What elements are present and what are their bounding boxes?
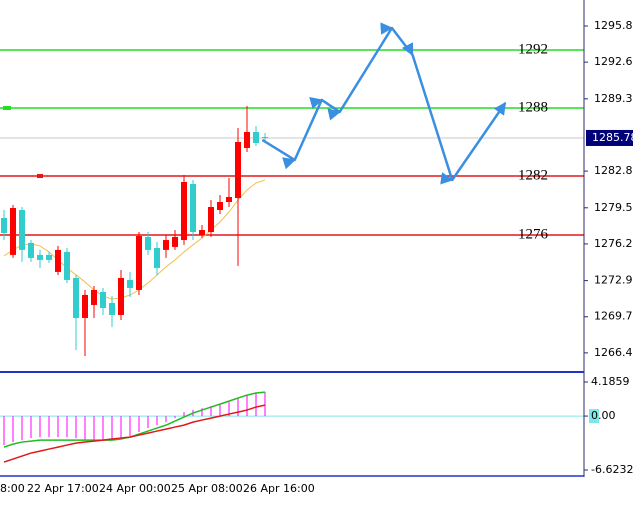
- candle-body: [262, 136, 268, 138]
- x-tick-label: 25 Apr 08:00: [171, 482, 243, 495]
- candle-body: [253, 131, 259, 143]
- candle-body: [37, 254, 43, 260]
- candle-body: [1, 218, 7, 234]
- candle-body: [199, 230, 205, 236]
- y-tick-label: 1269.70: [594, 310, 633, 323]
- level-handle: [37, 174, 43, 178]
- candle-body: [82, 294, 88, 318]
- forecast-path: [261, 22, 507, 185]
- candle-body: [154, 247, 160, 268]
- level-annotation: 1276: [518, 226, 549, 242]
- candle-body: [100, 291, 106, 308]
- y-tick-label: 1266.45: [594, 346, 633, 359]
- candle-body: [190, 183, 196, 233]
- candle-body: [235, 141, 241, 199]
- candle-body: [73, 277, 79, 318]
- candle-body: [181, 181, 187, 241]
- candle-body: [145, 237, 151, 250]
- y-tick-label: 1292.60: [594, 55, 633, 68]
- zero-label-bg: [589, 409, 599, 424]
- level-annotation: 1282: [518, 167, 548, 183]
- level-annotation: 1288: [518, 99, 548, 115]
- y-tick-label: 1282.80: [594, 164, 633, 177]
- y-tick-label: 1276.25: [594, 237, 633, 250]
- last-price-label: 1285.78: [592, 131, 633, 144]
- candle-body: [55, 249, 61, 272]
- plot: 1292 1288 1282 1276: [0, 22, 584, 463]
- candle-body: [64, 251, 70, 280]
- y2-tick-label: 0.00: [591, 409, 616, 422]
- candle-body: [163, 240, 169, 250]
- candle-body: [226, 197, 232, 203]
- level-handle: [3, 106, 11, 110]
- y-tick-label: 1289.30: [594, 92, 633, 105]
- candle-body: [127, 279, 133, 288]
- candle-body: [244, 131, 250, 148]
- y2-tick-label: -6.62322: [591, 463, 633, 476]
- candle-body: [109, 302, 115, 315]
- y2-tick-label: 4.1859: [591, 375, 630, 388]
- candle-body: [91, 289, 97, 305]
- x-tick-label: 24 Apr 00:00: [99, 482, 171, 495]
- candle-body: [10, 208, 16, 255]
- moving-average: [3, 179, 266, 300]
- y-tick-label: 1295.85: [594, 19, 633, 32]
- candle-body: [217, 202, 223, 211]
- x-tick-label: 26 Apr 16:00: [243, 482, 315, 495]
- x-tick-label: 8:00: [0, 482, 25, 495]
- level-annotation: 1292: [518, 41, 548, 57]
- candle-body: [208, 207, 214, 233]
- y-tick-label: 1279.50: [594, 201, 633, 214]
- y-tick-label: 1272.95: [594, 274, 633, 287]
- candle-body: [172, 237, 178, 247]
- candle-body: [136, 236, 142, 290]
- macd-line: [3, 404, 266, 463]
- x-tick-label: 22 Apr 17:00: [27, 482, 99, 495]
- candle-body: [19, 210, 25, 250]
- candle-body: [118, 277, 124, 315]
- candle-body: [46, 254, 52, 260]
- last-price-box: [586, 129, 633, 146]
- candle-body: [28, 242, 34, 258]
